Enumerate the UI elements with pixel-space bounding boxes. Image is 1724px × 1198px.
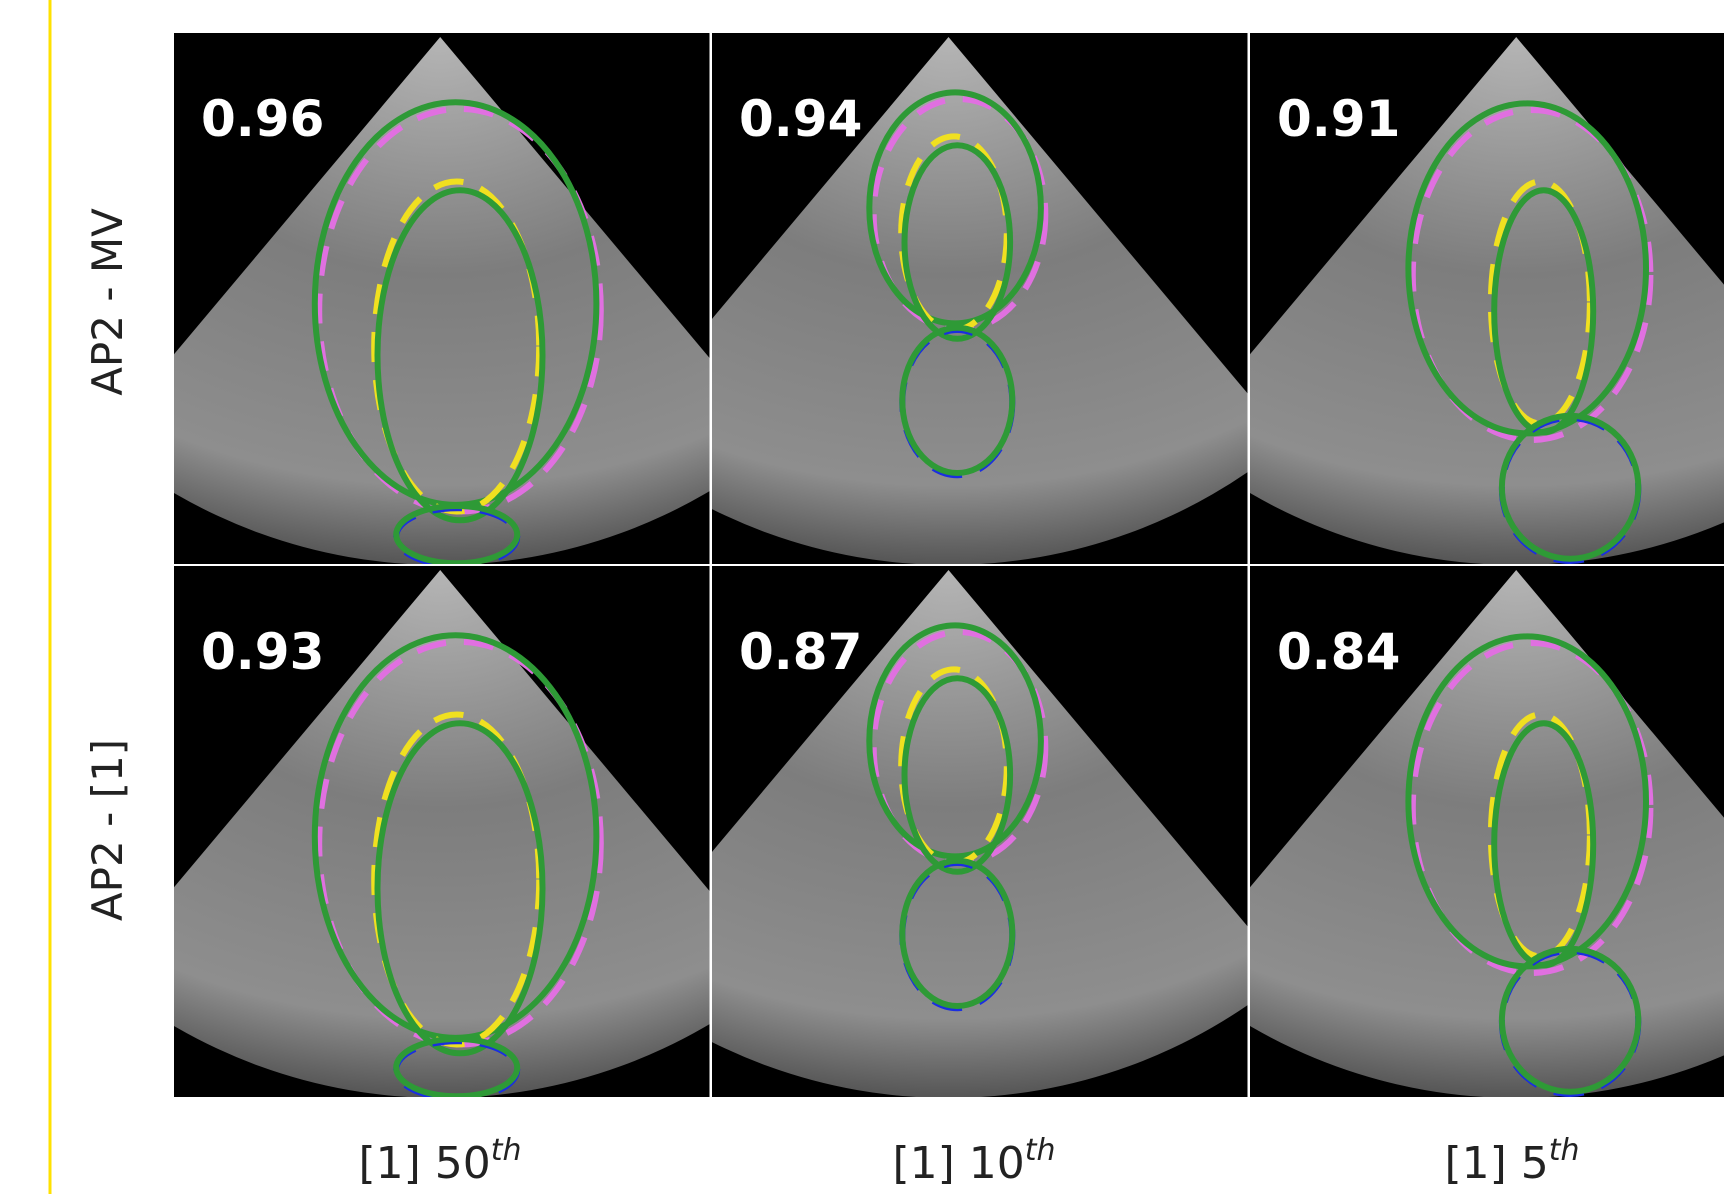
ultrasound-sector bbox=[712, 570, 1248, 1097]
dice-score: 0.96 bbox=[201, 90, 324, 148]
lv-prediction bbox=[901, 675, 1014, 875]
ultrasound-sector bbox=[1250, 570, 1724, 1097]
myocardium-prediction bbox=[866, 89, 1044, 327]
column-label: [1] 10th bbox=[892, 1133, 1055, 1189]
lv-prediction bbox=[374, 187, 546, 524]
column-label: [1] 5th bbox=[1444, 1133, 1579, 1189]
la-prediction bbox=[899, 857, 1016, 1009]
row-label: AP2 - [1] bbox=[83, 739, 132, 921]
myocardium-reference bbox=[1409, 107, 1654, 443]
myocardium-reference bbox=[1409, 640, 1654, 976]
la-prediction bbox=[1498, 945, 1642, 1095]
la-prediction bbox=[393, 503, 521, 564]
ultrasound-sector bbox=[1250, 37, 1724, 564]
dice-score: 0.94 bbox=[739, 90, 862, 148]
myocardium-reference bbox=[316, 638, 604, 1048]
column-label-text: [1] 5 bbox=[1444, 1138, 1548, 1189]
la-prediction bbox=[393, 1036, 521, 1097]
ultrasound-sector bbox=[174, 570, 710, 1097]
ultrasound-sector bbox=[174, 37, 710, 564]
lv-reference bbox=[371, 178, 543, 515]
column-label-text: [1] 50 bbox=[358, 1138, 490, 1189]
panel: 0.93 bbox=[174, 566, 710, 1097]
panel: 0.94 bbox=[712, 33, 1248, 564]
lv-reference bbox=[371, 711, 543, 1048]
panel: 0.87 bbox=[712, 566, 1248, 1097]
panel: 0.91 bbox=[1250, 33, 1724, 564]
dice-score: 0.84 bbox=[1277, 623, 1400, 681]
dice-score: 0.91 bbox=[1277, 90, 1400, 148]
dice-score: 0.93 bbox=[201, 623, 324, 681]
lv-prediction bbox=[374, 720, 546, 1057]
panel: 0.84 bbox=[1250, 566, 1724, 1097]
la-prediction bbox=[1498, 412, 1642, 562]
dice-score: 0.87 bbox=[739, 623, 862, 681]
lv-reference bbox=[1487, 711, 1593, 960]
column-label-superscript: th bbox=[491, 1133, 522, 1168]
panel: 0.96 bbox=[174, 33, 710, 564]
lv-prediction bbox=[1491, 720, 1597, 969]
la-prediction bbox=[899, 324, 1016, 476]
column-label-text: [1] 10 bbox=[892, 1138, 1024, 1189]
lv-reference bbox=[1487, 178, 1593, 427]
row-label: AP2 - MV bbox=[83, 208, 132, 396]
column-label: [1] 50th bbox=[358, 1133, 521, 1189]
column-label-superscript: th bbox=[1025, 1133, 1056, 1168]
lv-prediction bbox=[1491, 187, 1597, 436]
ultrasound-sector bbox=[712, 37, 1248, 564]
lv-prediction bbox=[901, 142, 1014, 342]
myocardium-prediction bbox=[866, 622, 1044, 860]
column-label-superscript: th bbox=[1549, 1133, 1580, 1168]
myocardium-reference bbox=[316, 105, 604, 515]
